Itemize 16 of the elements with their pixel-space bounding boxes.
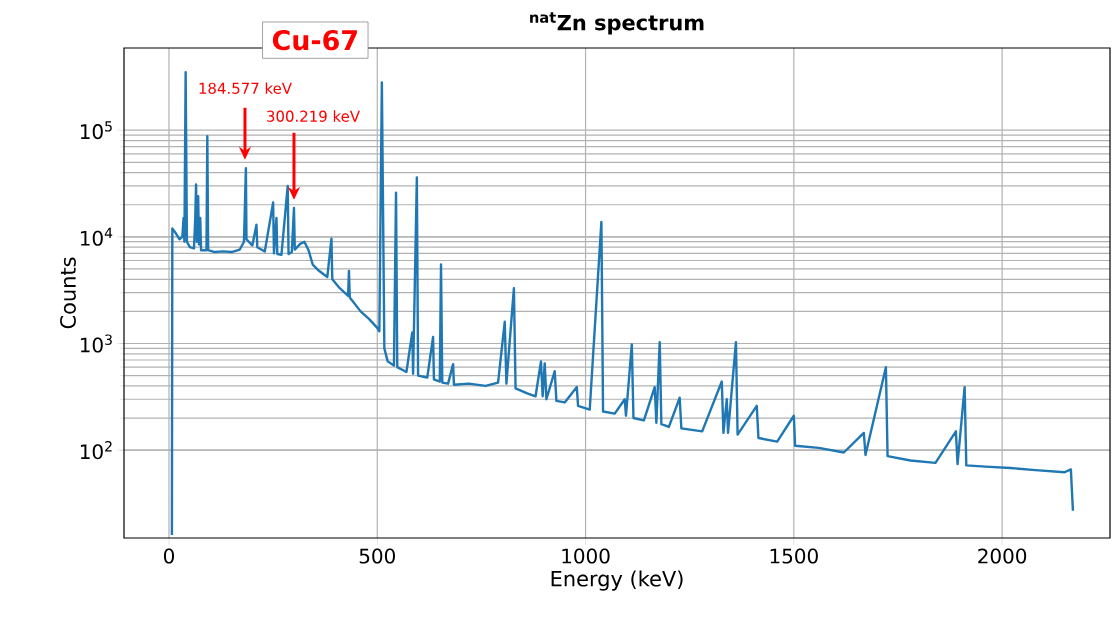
x-tick-label: 500 <box>359 548 395 564</box>
y-tick-label: 10$^{3}$ <box>80 334 112 353</box>
y-tick-label: 10$^{5}$ <box>80 121 112 140</box>
annotation: Cu-67 <box>272 29 357 51</box>
x-axis-title: Energy (keV) <box>551 570 683 591</box>
x-tick-label: 2000 <box>978 548 1027 564</box>
y-tick-label: 10$^{2}$ <box>80 441 112 460</box>
annotation: 300.219 keV <box>267 110 360 122</box>
line-series <box>170 70 1075 537</box>
y-axis-title: Counts <box>60 257 76 329</box>
annotation: 184.577 keV <box>199 82 292 94</box>
x-tick-label: 0 <box>163 548 175 564</box>
y-tick-label: 10$^{4}$ <box>80 227 113 246</box>
x-tick-label: 1000 <box>562 548 610 564</box>
chart-title: $^{nat}$Zn spectrum <box>530 12 704 35</box>
x-tick-label: 1500 <box>770 548 818 564</box>
